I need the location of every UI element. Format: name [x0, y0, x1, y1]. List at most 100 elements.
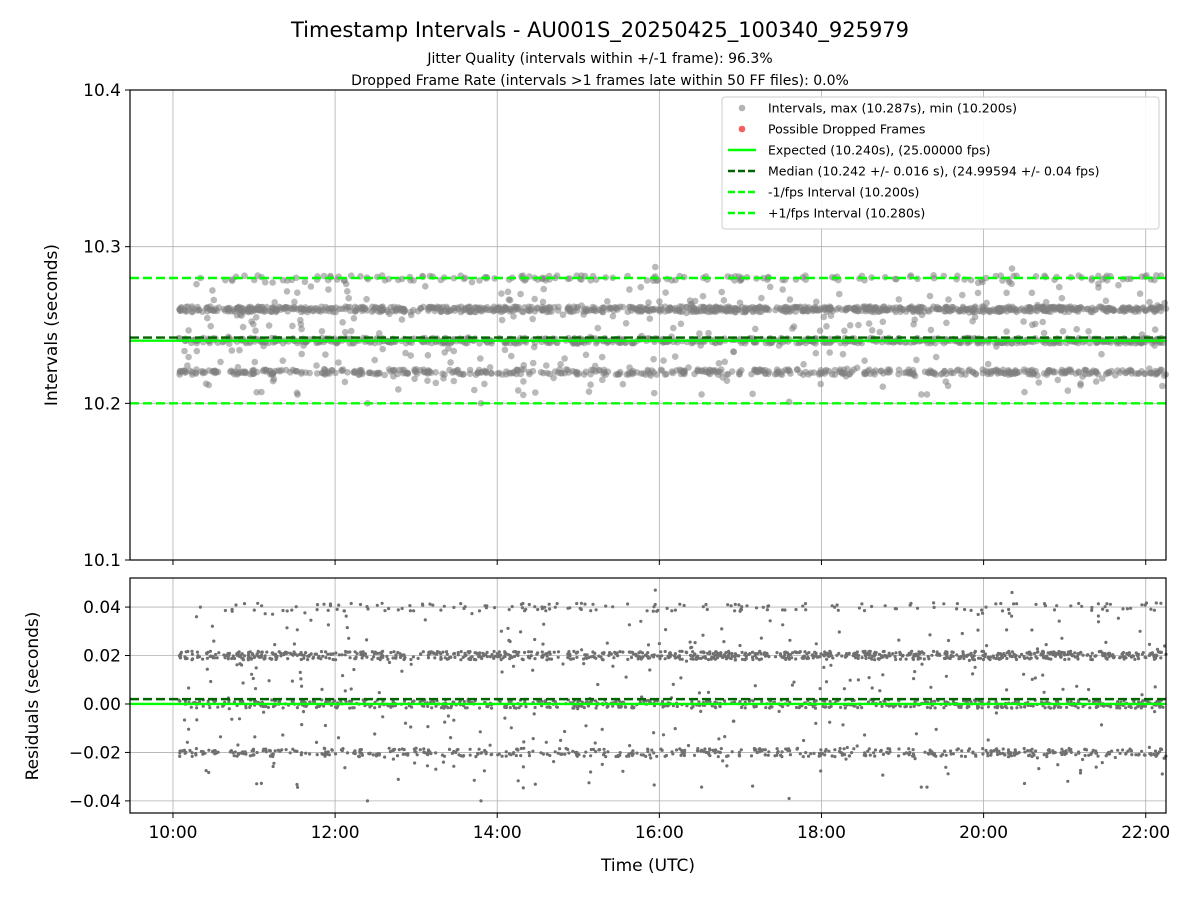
interval-point: [718, 366, 725, 373]
residual-point: [763, 753, 767, 757]
residual-point: [372, 655, 376, 659]
residual-point: [208, 654, 212, 659]
interval-point: [983, 299, 990, 307]
interval-point: [1084, 305, 1092, 313]
residual-point: [1088, 706, 1092, 710]
interval-point: [228, 347, 236, 354]
residual-point: [673, 652, 678, 656]
residual-point: [568, 606, 572, 610]
residual-point: [844, 757, 848, 761]
residual-point: [626, 602, 630, 606]
residual-point: [391, 757, 395, 761]
interval-point: [765, 370, 772, 378]
residual-point: [743, 706, 747, 710]
interval-point: [587, 370, 594, 378]
residual-point: [462, 754, 466, 758]
interval-point: [514, 387, 522, 394]
interval-point: [248, 318, 255, 325]
interval-point: [1034, 372, 1041, 379]
residual-point: [340, 653, 344, 657]
interval-point: [984, 370, 992, 378]
residual-point: [435, 652, 439, 656]
residual-point: [178, 654, 182, 658]
residual-point: [527, 602, 531, 607]
residual-point: [391, 656, 395, 660]
interval-point: [695, 307, 702, 315]
residual-point: [691, 705, 695, 709]
interval-point: [955, 366, 962, 374]
residual-point: [408, 609, 412, 613]
residual-point: [501, 656, 505, 660]
interval-point: [300, 342, 307, 349]
residual-point: [706, 690, 711, 695]
residual-point: [452, 718, 456, 722]
residual-point: [452, 605, 456, 610]
residual-point: [962, 656, 966, 661]
residual-point: [508, 706, 512, 710]
residual-point: [944, 765, 948, 769]
residual-point: [352, 706, 356, 710]
residual-point: [493, 606, 497, 610]
residual-point: [322, 602, 326, 606]
residual-point: [600, 727, 604, 732]
residual-point: [1090, 651, 1094, 655]
residual-point: [598, 748, 602, 752]
residual-point: [708, 754, 712, 758]
residual-point: [812, 751, 816, 756]
residual-point: [185, 656, 189, 661]
interval-point: [339, 319, 346, 326]
residual-point: [270, 657, 274, 661]
residual-point: [1161, 705, 1165, 709]
interval-point: [668, 368, 676, 375]
legend-label: -1/fps Interval (10.200s): [768, 185, 919, 200]
interval-point: [774, 368, 782, 375]
residual-point: [963, 754, 968, 759]
interval-point: [247, 370, 254, 378]
residual-point: [870, 686, 874, 690]
residual-point: [461, 655, 465, 660]
residual-point: [488, 743, 492, 747]
interval-point: [350, 369, 358, 376]
residual-point: [1057, 619, 1061, 623]
interval-point: [344, 288, 351, 295]
residual-point: [1089, 654, 1093, 659]
interval-point: [313, 362, 320, 369]
residual-point: [256, 650, 261, 654]
residual-point: [228, 750, 232, 754]
residual-point: [679, 676, 683, 680]
residual-point: [692, 753, 697, 758]
residual-point: [621, 769, 625, 773]
residual-point: [214, 652, 218, 657]
residual-point: [883, 604, 887, 608]
residual-point: [416, 656, 420, 661]
residual-point: [753, 652, 757, 656]
interval-point: [626, 286, 633, 293]
interval-point: [432, 369, 439, 376]
residual-point: [667, 656, 671, 660]
residual-point: [980, 611, 985, 615]
residual-point: [893, 654, 897, 659]
residual-point: [1019, 705, 1023, 709]
residual-point: [946, 638, 951, 643]
residual-point: [794, 657, 798, 661]
residual-point: [260, 604, 264, 608]
residual-point: [533, 782, 537, 786]
interval-point: [895, 296, 903, 303]
residual-point: [1087, 753, 1091, 757]
residual-point: [519, 746, 523, 751]
interval-point: [357, 303, 365, 311]
residual-point: [773, 754, 777, 758]
interval-point: [1115, 281, 1122, 289]
residual-point: [408, 604, 412, 608]
residual-point: [212, 639, 216, 643]
residual-point: [490, 653, 494, 657]
interval-point: [307, 283, 315, 290]
residual-point: [299, 651, 303, 655]
interval-point: [809, 305, 816, 313]
residual-point: [414, 746, 418, 750]
residual-point: [855, 650, 859, 654]
residual-point: [585, 656, 589, 661]
residual-point: [837, 630, 841, 634]
interval-point: [708, 307, 715, 314]
residual-point: [462, 700, 466, 704]
